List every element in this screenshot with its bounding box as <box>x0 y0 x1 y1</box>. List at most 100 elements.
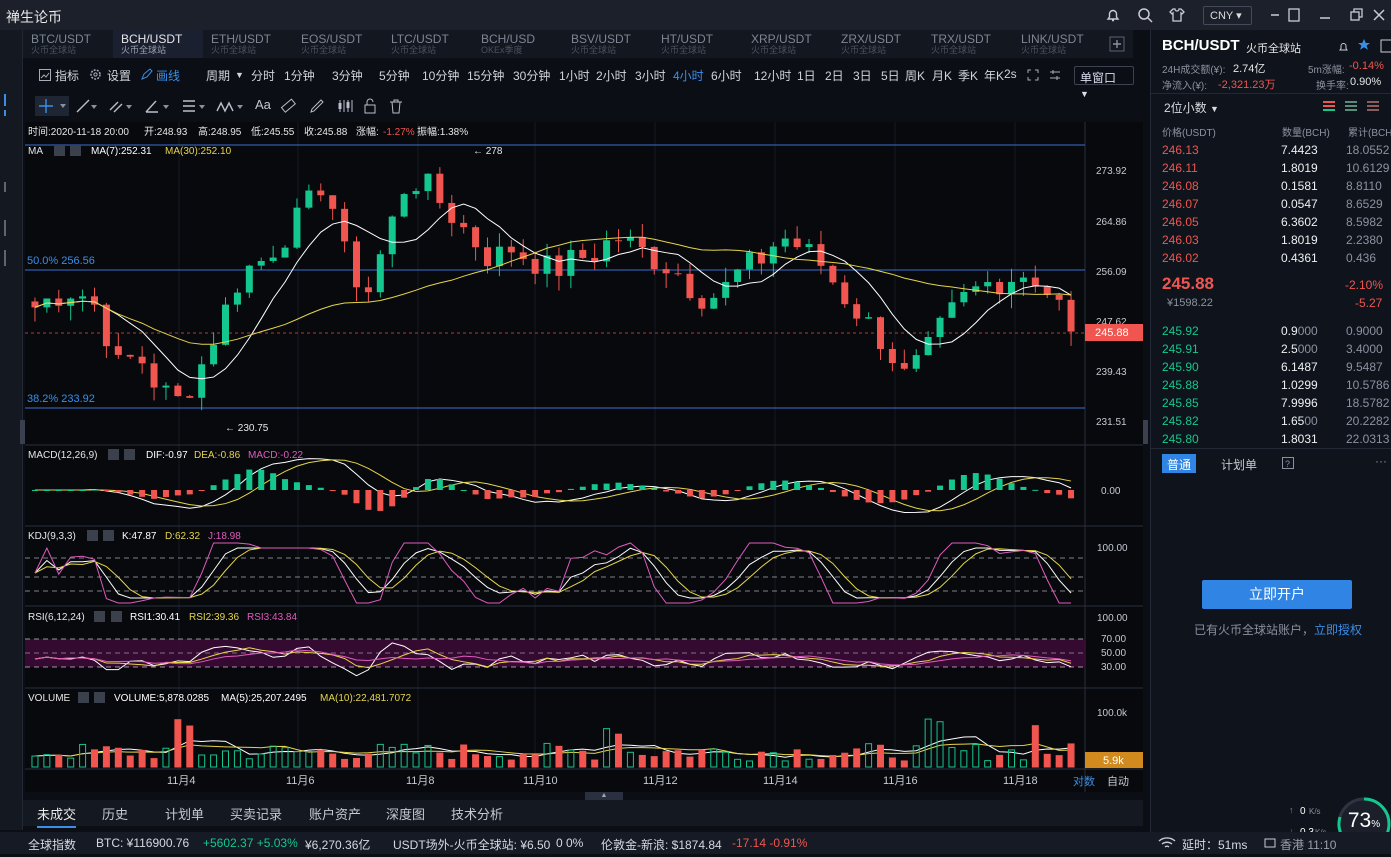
timeframe-19[interactable]: 季K <box>958 69 979 83</box>
bid-price[interactable]: 245.92 <box>1162 324 1199 338</box>
tab-btc-usdt[interactable]: BTC/USDT 火币全球站 <box>23 30 113 58</box>
window-layout-select[interactable]: 单窗口 ▼ <box>1074 66 1134 99</box>
tab-ht-usdt[interactable]: HT/USDT 火币全球站 <box>653 30 743 58</box>
rsi-settings-icon[interactable] <box>94 611 105 622</box>
timeframe-15[interactable]: 3日 <box>853 69 872 83</box>
ma-settings-icon[interactable] <box>54 145 65 156</box>
volume-settings-icon[interactable] <box>78 692 89 703</box>
book-bids-icon[interactable] <box>1344 100 1358 112</box>
collapse-right-handle[interactable] <box>1143 420 1148 444</box>
parallel-tool-icon[interactable] <box>108 98 134 114</box>
bell-icon[interactable] <box>1104 6 1122 24</box>
global-index[interactable]: 全球指数 <box>28 838 77 852</box>
bottom-tab-1[interactable]: 历史 <box>102 807 129 822</box>
minimize-icon[interactable] <box>1316 6 1334 24</box>
timeframe-8[interactable]: 2小时 <box>596 69 627 83</box>
timeframe-12[interactable]: 12小时 <box>754 69 792 83</box>
bottom-tab-4[interactable]: 账户资产 <box>309 807 362 822</box>
indicator-button[interactable]: 指标 <box>55 69 80 83</box>
timeframe-2[interactable]: 3分钟 <box>332 69 363 83</box>
timeframe-18[interactable]: 月K <box>932 69 953 83</box>
macd-close-icon[interactable] <box>124 449 135 460</box>
crosshair-tool-icon[interactable] <box>35 96 69 116</box>
bottom-tab-5[interactable]: 深度图 <box>386 807 426 822</box>
bottom-tab-3[interactable]: 买卖记录 <box>230 807 283 822</box>
trash-icon[interactable] <box>389 98 403 114</box>
settings-button[interactable]: 设置 <box>107 69 132 83</box>
ask-price[interactable]: 246.08 <box>1162 179 1199 193</box>
ask-price[interactable]: 246.03 <box>1162 233 1199 247</box>
tab-zrx-usdt[interactable]: ZRX/USDT 火币全球站 <box>833 30 923 58</box>
rsi-close-icon[interactable] <box>111 611 122 622</box>
timeframe-13[interactable]: 1日 <box>797 69 816 83</box>
candle-tool-icon[interactable] <box>337 98 355 114</box>
restore-icon[interactable] <box>1347 6 1365 24</box>
period-button[interactable]: 周期 <box>206 69 231 83</box>
settings-sliders-icon[interactable] <box>1049 69 1061 81</box>
timeframe-3[interactable]: 5分钟 <box>379 69 410 83</box>
bid-price[interactable]: 245.88 <box>1162 378 1199 392</box>
timeframe-7[interactable]: 1小时 <box>559 69 590 83</box>
tab-link-usdt[interactable]: LINK/USDT 火币全球站 <box>1013 30 1103 58</box>
nav-chart-icon[interactable] <box>2 92 20 152</box>
bell-icon[interactable] <box>1337 40 1350 53</box>
bid-price[interactable]: 245.91 <box>1162 342 1199 356</box>
line-tool-icon[interactable] <box>75 98 97 114</box>
tab-trx-usdt[interactable]: TRX/USDT 火币全球站 <box>923 30 1013 58</box>
ask-price[interactable]: 246.05 <box>1162 215 1199 229</box>
bid-price[interactable]: 245.90 <box>1162 360 1199 374</box>
volume-close-icon[interactable] <box>94 692 105 703</box>
timeframe-20[interactable]: 年K <box>984 69 1005 83</box>
bottom-tab-6[interactable]: 技术分析 <box>451 807 504 822</box>
text-tool[interactable]: Aa <box>255 97 271 112</box>
scale-log-button[interactable]: 对数 <box>1073 774 1095 788</box>
chart-canvas[interactable]: 时间:2020-11-18 20:00 开:248.93 高:248.95 低:… <box>25 122 1143 792</box>
timeframe-16[interactable]: 5日 <box>881 69 900 83</box>
tab-plan[interactable]: 计划单 <box>1221 458 1258 472</box>
shirt-icon[interactable] <box>1168 6 1186 24</box>
tab-bsv-usdt[interactable]: BSV/USDT 火币全球站 <box>563 30 653 58</box>
decimals-select[interactable]: 2位小数 ▼ <box>1164 99 1219 116</box>
close-icon[interactable] <box>1370 6 1388 24</box>
brush-icon[interactable] <box>309 98 325 114</box>
refresh-rate[interactable]: 2s <box>1004 67 1017 81</box>
ask-price[interactable]: 246.11 <box>1162 161 1198 175</box>
tab-eth-usdt[interactable]: ETH/USDT 火币全球站 <box>203 30 293 58</box>
timeframe-17[interactable]: 周K <box>905 69 926 83</box>
ask-price[interactable]: 246.07 <box>1162 197 1199 211</box>
tab-bch-usdt[interactable]: BCH/USDT 火币全球站 <box>113 30 203 58</box>
book-both-icon[interactable] <box>1322 100 1336 112</box>
tab-bch-usd[interactable]: BCH/USD OKEx季度 <box>473 30 563 58</box>
open-account-button[interactable]: 立即开户 <box>1202 580 1352 609</box>
help-icon[interactable]: ? <box>1282 457 1294 469</box>
minimize-to-tray-icon[interactable] <box>1266 6 1284 24</box>
fullscreen-icon[interactable] <box>1027 69 1039 81</box>
nav-list-icon[interactable] <box>2 180 20 300</box>
tab-eos-usdt[interactable]: EOS/USDT 火币全球站 <box>293 30 383 58</box>
bid-price[interactable]: 245.85 <box>1162 396 1199 410</box>
expand-bottom-handle[interactable]: ▲ <box>585 792 623 800</box>
ask-price[interactable]: 246.02 <box>1162 251 1199 265</box>
scale-auto-button[interactable]: 自动 <box>1107 775 1129 788</box>
fib-tool-icon[interactable] <box>181 98 209 114</box>
timeframe-1[interactable]: 1分钟 <box>284 69 315 83</box>
lock-icon[interactable] <box>363 98 377 114</box>
angle-tool-icon[interactable] <box>143 98 173 114</box>
bottom-tab-2[interactable]: 计划单 <box>165 807 205 822</box>
kdj-close-icon[interactable] <box>103 530 114 541</box>
kdj-settings-icon[interactable] <box>87 530 98 541</box>
more-icon[interactable]: ··· <box>1375 454 1387 468</box>
bottom-tab-0[interactable]: 未成交 <box>37 804 77 828</box>
authorize-link[interactable]: 立即授权 <box>1314 623 1363 637</box>
timeframe-4[interactable]: 10分钟 <box>422 69 460 83</box>
timeframe-5[interactable]: 15分钟 <box>467 69 505 83</box>
timeframe-11[interactable]: 6小时 <box>711 69 742 83</box>
currency-select[interactable]: CNY ▾ <box>1203 6 1252 25</box>
star-icon[interactable] <box>1357 38 1371 52</box>
book-asks-icon[interactable] <box>1366 100 1380 112</box>
bid-price[interactable]: 245.82 <box>1162 414 1199 428</box>
layout-icon[interactable] <box>1380 39 1391 53</box>
timeframe-9[interactable]: 3小时 <box>635 69 666 83</box>
tab-ltc-usdt[interactable]: LTC/USDT 火币全球站 <box>383 30 473 58</box>
ma-close-icon[interactable] <box>70 145 81 156</box>
